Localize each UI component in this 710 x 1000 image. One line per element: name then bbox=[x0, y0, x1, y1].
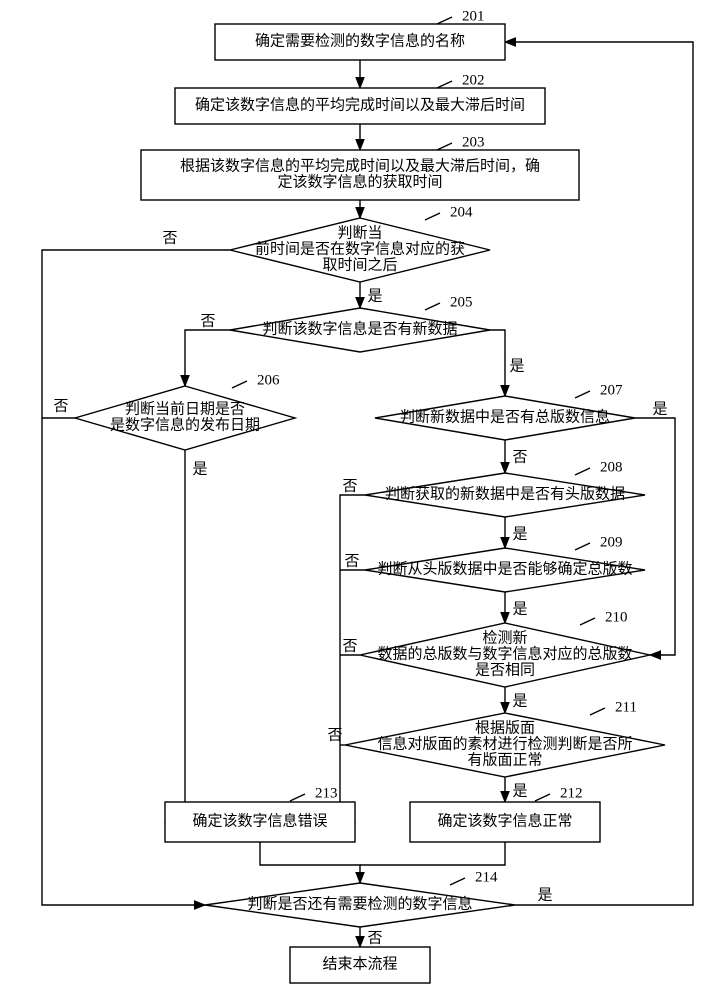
svg-text:203: 203 bbox=[462, 134, 485, 150]
svg-text:是: 是 bbox=[367, 288, 382, 304]
svg-text:205: 205 bbox=[450, 294, 473, 310]
svg-text:否: 否 bbox=[53, 398, 68, 414]
svg-text:是否相同: 是否相同 bbox=[475, 661, 535, 678]
svg-text:是: 是 bbox=[537, 887, 552, 903]
svg-text:是: 是 bbox=[512, 526, 527, 542]
svg-text:定该数字信息的获取时间: 定该数字信息的获取时间 bbox=[277, 173, 442, 190]
svg-text:否: 否 bbox=[342, 638, 357, 654]
svg-text:判断当前日期是否: 判断当前日期是否 bbox=[125, 400, 245, 417]
svg-text:是数字信息的发布日期: 是数字信息的发布日期 bbox=[110, 416, 260, 433]
svg-text:判断是否还有需要检测的数字信息: 判断是否还有需要检测的数字信息 bbox=[247, 895, 472, 912]
svg-text:确定需要检测的数字信息的名称: 确定需要检测的数字信息的名称 bbox=[255, 32, 465, 49]
svg-text:是: 是 bbox=[512, 601, 527, 617]
svg-text:否: 否 bbox=[512, 449, 527, 465]
svg-text:是: 是 bbox=[512, 693, 527, 709]
svg-text:判断从头版数据中是否能够确定总版数: 判断从头版数据中是否能够确定总版数 bbox=[377, 560, 632, 577]
svg-text:根据该数字信息的平均完成时间以及最大滞后时间，确: 根据该数字信息的平均完成时间以及最大滞后时间，确 bbox=[180, 157, 540, 174]
svg-text:206: 206 bbox=[257, 372, 280, 388]
svg-text:210: 210 bbox=[605, 609, 628, 625]
svg-text:211: 211 bbox=[615, 699, 637, 715]
svg-text:是: 是 bbox=[192, 461, 207, 477]
svg-text:202: 202 bbox=[462, 72, 485, 88]
svg-text:否: 否 bbox=[344, 553, 359, 569]
svg-text:209: 209 bbox=[600, 534, 623, 550]
svg-text:判断当: 判断当 bbox=[337, 224, 382, 241]
svg-text:213: 213 bbox=[315, 785, 338, 801]
svg-text:确定该数字信息正常: 确定该数字信息正常 bbox=[437, 812, 572, 829]
svg-text:取时间之后: 取时间之后 bbox=[322, 256, 397, 273]
svg-text:检测新: 检测新 bbox=[482, 629, 527, 646]
svg-text:信息对版面的素材进行检测判断是否所: 信息对版面的素材进行检测判断是否所 bbox=[377, 735, 632, 752]
svg-text:判断获取的新数据中是否有头版数据: 判断获取的新数据中是否有头版数据 bbox=[385, 485, 625, 502]
svg-text:判断新数据中是否有总版数信息: 判断新数据中是否有总版数信息 bbox=[400, 408, 610, 425]
svg-text:否: 否 bbox=[367, 930, 382, 946]
flowchart: 是否否是否是否是是否是否是否是否否是确定需要检测的数字信息的名称201确定该数字… bbox=[0, 0, 710, 1000]
svg-text:否: 否 bbox=[162, 230, 177, 246]
svg-text:214: 214 bbox=[475, 869, 498, 885]
svg-text:否: 否 bbox=[200, 313, 215, 329]
svg-text:前时间是否在数字信息对应的获: 前时间是否在数字信息对应的获 bbox=[255, 239, 465, 257]
svg-text:212: 212 bbox=[560, 785, 583, 801]
svg-text:判断该数字信息是否有新数据: 判断该数字信息是否有新数据 bbox=[262, 320, 457, 337]
svg-text:208: 208 bbox=[600, 459, 623, 475]
svg-text:201: 201 bbox=[462, 8, 485, 24]
svg-text:是: 是 bbox=[509, 358, 524, 374]
svg-text:是: 是 bbox=[652, 401, 667, 417]
svg-text:204: 204 bbox=[450, 204, 473, 220]
svg-text:数据的总版数与数字信息对应的总版数: 数据的总版数与数字信息对应的总版数 bbox=[377, 644, 632, 662]
svg-text:207: 207 bbox=[600, 382, 623, 398]
svg-text:根据版面: 根据版面 bbox=[475, 719, 535, 736]
svg-text:否: 否 bbox=[327, 727, 342, 743]
svg-text:确定该数字信息错误: 确定该数字信息错误 bbox=[192, 812, 327, 829]
svg-text:是: 是 bbox=[512, 783, 527, 799]
svg-text:否: 否 bbox=[342, 478, 357, 494]
svg-text:结束本流程: 结束本流程 bbox=[322, 955, 397, 972]
svg-text:确定该数字信息的平均完成时间以及最大滞后时间: 确定该数字信息的平均完成时间以及最大滞后时间 bbox=[195, 96, 525, 113]
svg-text:有版面正常: 有版面正常 bbox=[467, 751, 542, 768]
